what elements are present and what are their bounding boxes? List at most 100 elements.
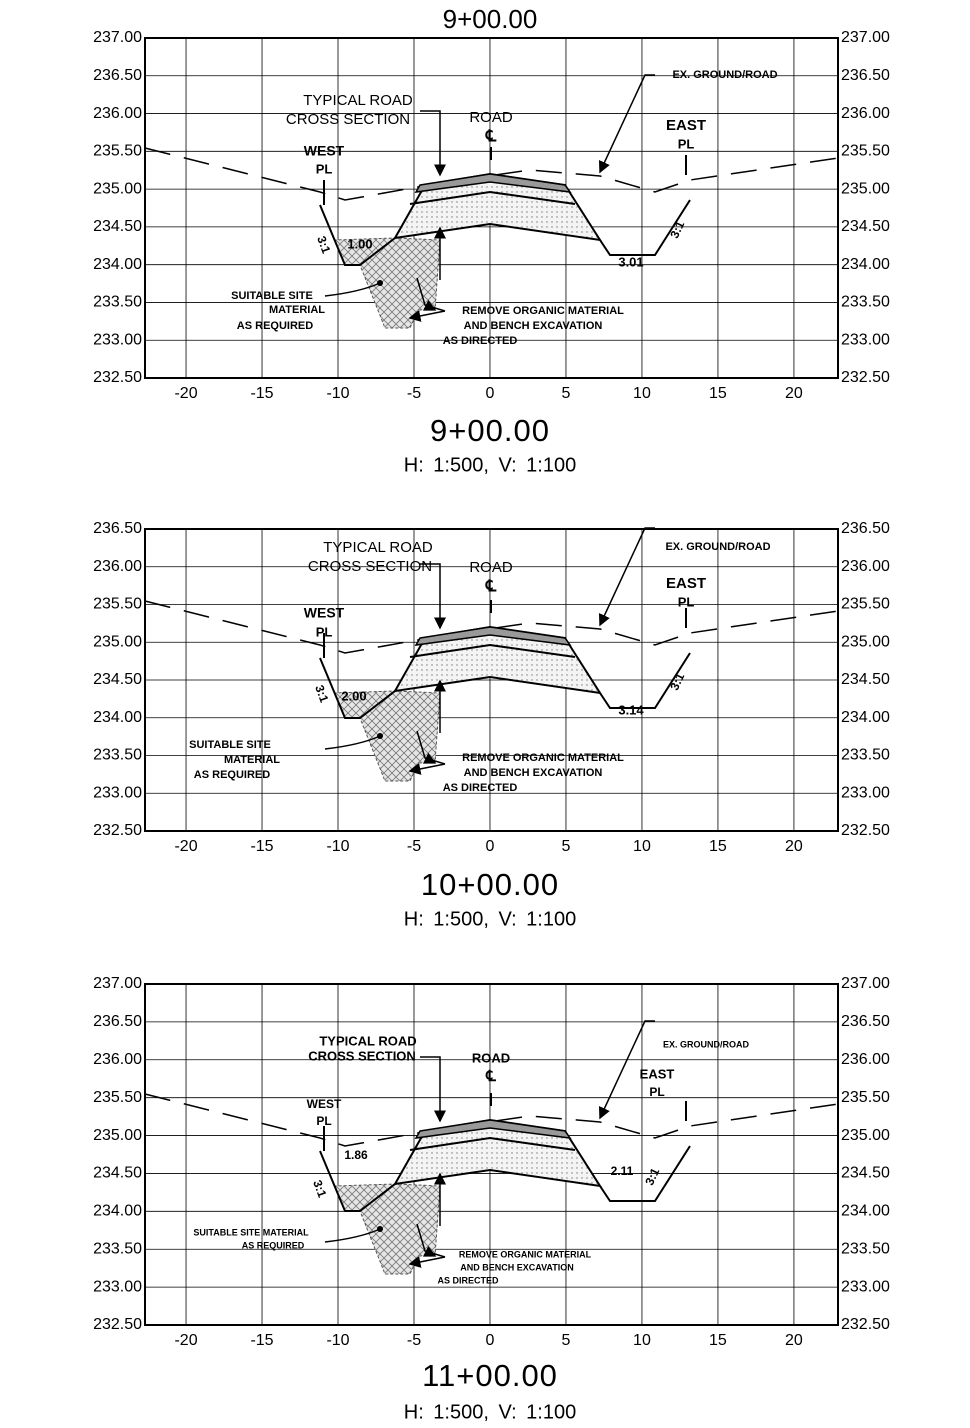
x-tick-label: 20 xyxy=(785,1332,803,1349)
section-geometry xyxy=(144,74,839,329)
x-tick-label: 5 xyxy=(562,1332,571,1349)
y-tick-label: 236.50 xyxy=(93,1013,142,1030)
cross-section: 232.50 232.50 233.00 233.00 233.50 233.50 234.… xyxy=(93,29,890,402)
station-title: 9+00.00 xyxy=(430,413,550,448)
y-tick-label-right: 232.50 xyxy=(841,369,890,386)
annotation: PL xyxy=(316,1114,331,1128)
annotation: WEST xyxy=(304,605,345,621)
annotation: AS DIRECTED xyxy=(437,1275,499,1285)
x-tick-label: 15 xyxy=(709,1332,727,1349)
east-ditch xyxy=(599,652,691,709)
x-tick-label: 10 xyxy=(633,838,651,855)
y-tick-label-right: 233.00 xyxy=(841,1278,890,1295)
y-tick-label: 236.50 xyxy=(93,520,142,537)
annotation: EAST xyxy=(640,1066,675,1081)
leader-dot xyxy=(377,733,383,739)
annotation: TYPICAL ROAD xyxy=(319,1033,416,1048)
ditches xyxy=(319,204,396,266)
annotation: 3:1 xyxy=(314,234,333,255)
y-tick-label-right: 232.50 xyxy=(841,822,890,839)
x-tick-label: 20 xyxy=(785,838,803,855)
leader xyxy=(324,282,381,297)
y-tick-label-right: 235.50 xyxy=(841,143,890,160)
y-tick-label-right: 235.00 xyxy=(841,180,890,197)
annotation: PL xyxy=(649,1085,664,1099)
x-tick-label: -10 xyxy=(326,1332,349,1349)
y-tick-label: 234.00 xyxy=(93,256,142,273)
leader xyxy=(408,310,446,322)
annotation: AND BENCH EXCAVATION xyxy=(460,1262,574,1272)
drawing-title: 9+00.00 xyxy=(443,4,538,34)
y-tick-label-right: 234.00 xyxy=(841,256,890,273)
y-tick-label: 236.00 xyxy=(93,558,142,575)
annotation: CROSS SECTION xyxy=(308,1048,416,1063)
y-tick-label-right: 235.00 xyxy=(841,1127,890,1144)
scale-note: H: 1:500, V: 1:100 xyxy=(404,1401,576,1423)
y-tick-label-right: 233.00 xyxy=(841,331,890,348)
leader xyxy=(598,1020,655,1120)
annotation: EX. GROUND/ROAD xyxy=(672,69,777,81)
annotation: REMOVE ORGANIC MATERIAL xyxy=(459,1249,592,1259)
annotation: AND BENCH EXCAVATION xyxy=(464,320,603,332)
plot-frame xyxy=(144,37,839,379)
base-layer xyxy=(409,1136,576,1151)
x-tick-label: -5 xyxy=(407,385,421,402)
annotation: PL xyxy=(316,624,333,639)
annotation: EAST xyxy=(666,575,706,592)
annotation: ROAD xyxy=(472,1050,510,1065)
y-tick-label: 232.50 xyxy=(93,1316,142,1333)
y-tick-label: 237.00 xyxy=(93,29,142,46)
suitable-fill xyxy=(334,1183,441,1275)
x-tick-label: 0 xyxy=(486,838,495,855)
leader xyxy=(324,1228,381,1243)
east-ditch xyxy=(599,1145,691,1202)
leader xyxy=(324,735,381,750)
annotation: MATERIAL xyxy=(269,304,325,316)
leader xyxy=(598,527,655,627)
y-tick-label: 234.50 xyxy=(93,218,142,235)
suitable-fill xyxy=(334,690,441,782)
pavement xyxy=(414,173,572,193)
annotation: PL xyxy=(316,161,333,176)
annotation: WEST xyxy=(304,143,345,159)
annotation: EX. GROUND/ROAD xyxy=(663,1039,750,1049)
cross-section: 232.50 232.50 233.00 233.00 233.50 233.50 234.… xyxy=(93,520,890,855)
scale-note: H: 1:500, V: 1:100 xyxy=(404,908,576,930)
y-tick-label: 236.50 xyxy=(93,67,142,84)
leader xyxy=(420,563,446,630)
pavement xyxy=(414,626,572,646)
annotation: SUITABLE SITE xyxy=(231,290,313,302)
annotation: 3:1 xyxy=(642,1166,662,1188)
y-tick-label: 237.00 xyxy=(93,975,142,992)
suitable-fill xyxy=(334,237,441,329)
y-tick-label: 233.50 xyxy=(93,294,142,311)
annotation: AS DIRECTED xyxy=(443,782,518,794)
station-title: 11+00.00 xyxy=(422,1358,558,1393)
annotation: 2.11 xyxy=(611,1164,634,1178)
east-ditch xyxy=(599,199,691,256)
annotation: MATERIAL xyxy=(224,754,280,766)
x-tick-label: -15 xyxy=(250,385,273,402)
y-tick-label: 234.50 xyxy=(93,1165,142,1182)
x-tick-label: -10 xyxy=(326,385,349,402)
leader-dot xyxy=(377,280,383,286)
annotation: 3:1 xyxy=(667,671,687,693)
x-tick-label: -20 xyxy=(174,385,197,402)
annotation: SUITABLE SITE MATERIAL xyxy=(193,1227,309,1237)
annotation: AS DIRECTED xyxy=(443,335,518,347)
ditches xyxy=(319,1150,396,1212)
y-tick-label-right: 233.50 xyxy=(841,294,890,311)
annotation: AS REQUIRED xyxy=(237,320,313,332)
y-tick-label: 236.00 xyxy=(93,1051,142,1068)
annotation: WEST xyxy=(307,1097,342,1111)
annotation: 3:1 xyxy=(310,1178,329,1199)
leader xyxy=(416,1223,445,1257)
y-tick-label: 235.00 xyxy=(93,633,142,650)
scale-note: H: 1:500, V: 1:100 xyxy=(404,454,576,476)
annotation: REMOVE ORGANIC MATERIAL xyxy=(462,752,624,764)
y-tick-label-right: 237.00 xyxy=(841,29,890,46)
y-tick-label-right: 236.00 xyxy=(841,105,890,122)
y-tick-label: 235.50 xyxy=(93,1089,142,1106)
pavement xyxy=(414,1119,572,1139)
